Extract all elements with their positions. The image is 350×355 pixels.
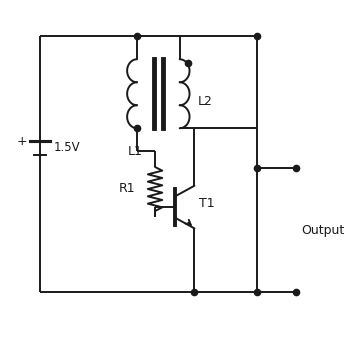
Text: 1.5V: 1.5V [54, 141, 80, 154]
Text: R1: R1 [119, 182, 135, 196]
Text: Output: Output [301, 224, 344, 236]
Text: T1: T1 [199, 197, 215, 210]
Text: +: + [17, 135, 28, 148]
Text: L1: L1 [128, 144, 143, 158]
Text: L2: L2 [198, 95, 212, 109]
